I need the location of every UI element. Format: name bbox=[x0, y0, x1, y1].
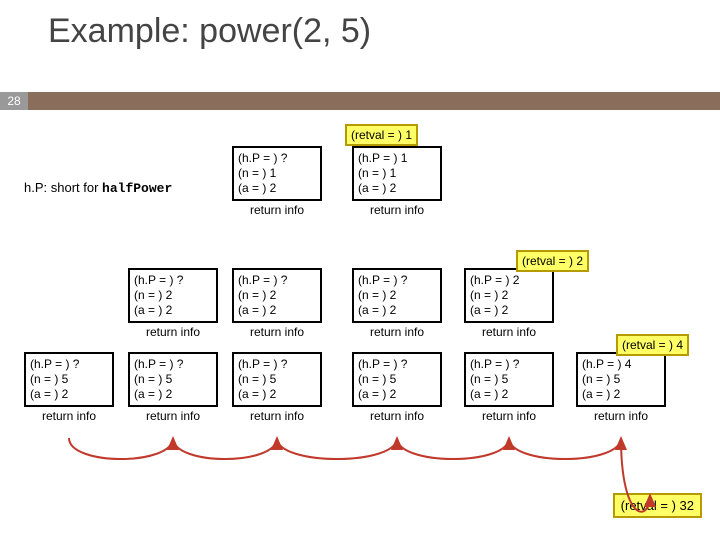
retval-badge: (retval = ) 4 bbox=[616, 334, 689, 356]
arrows-svg bbox=[0, 0, 720, 540]
retval-badge: (retval = ) 2 bbox=[516, 250, 589, 272]
slide: Example: power(2, 5) 28 h.P: short for h… bbox=[0, 0, 720, 540]
retval-badge: (retval = ) 1 bbox=[345, 124, 418, 146]
